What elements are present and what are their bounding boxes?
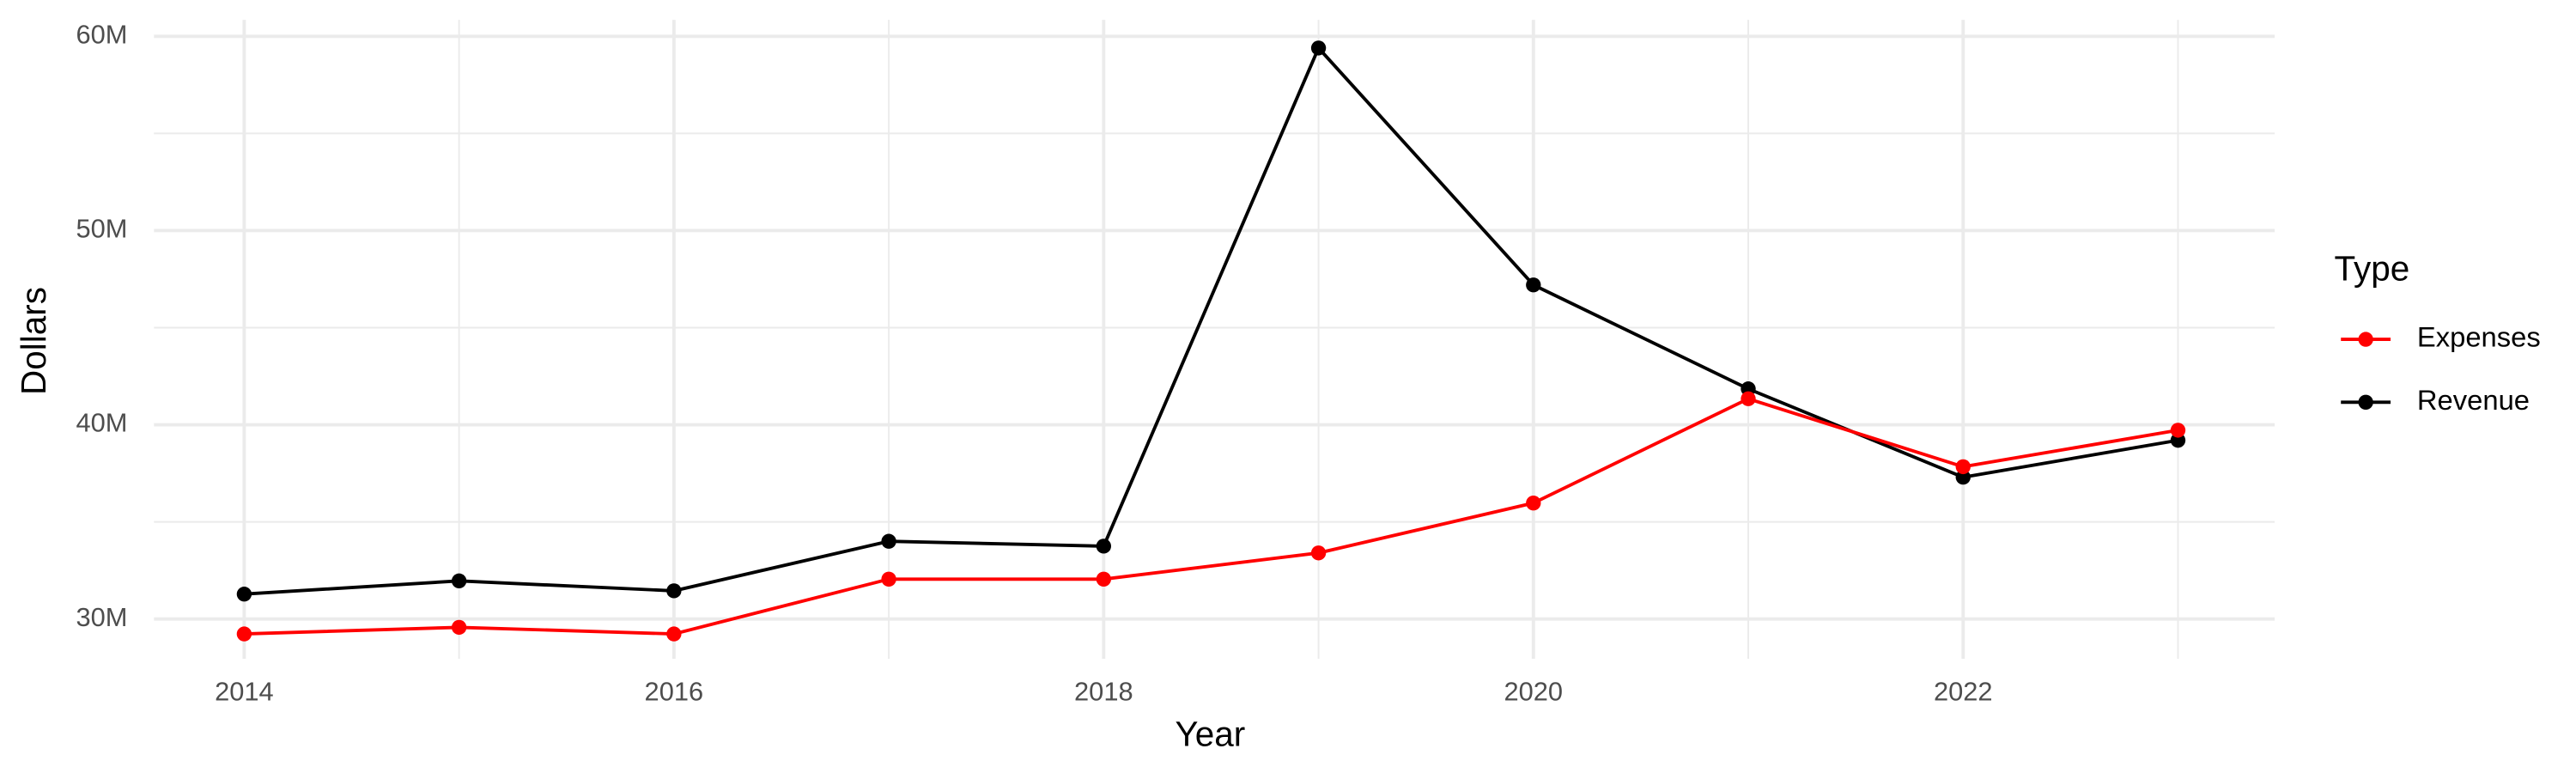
legend-label: Expenses — [2417, 321, 2541, 353]
x-tick-label: 2022 — [1934, 677, 1993, 707]
legend-label: Revenue — [2417, 384, 2530, 416]
data-point — [881, 533, 896, 549]
legend-title: Type — [2335, 249, 2410, 289]
data-point — [1955, 469, 1971, 485]
y-tick-label: 30M — [76, 602, 127, 632]
data-point — [666, 626, 682, 642]
x-tick-label: 2020 — [1504, 677, 1563, 707]
data-point — [1310, 40, 1327, 56]
series-line — [244, 397, 2178, 636]
data-point — [236, 587, 252, 602]
data-point — [666, 583, 682, 599]
data-point — [1310, 545, 1327, 561]
y-tick-label: 60M — [76, 19, 127, 49]
data-point — [2170, 423, 2186, 438]
data-point — [881, 571, 896, 587]
x-tick-label: 2018 — [1074, 677, 1133, 707]
x-tick-label: 2016 — [645, 677, 704, 707]
legend-swatch-point — [2358, 332, 2373, 347]
data-point — [1955, 459, 1971, 475]
y-axis-title: Dollars — [14, 287, 53, 395]
x-tick-label: 2014 — [215, 677, 274, 707]
data-point — [1526, 496, 1541, 511]
data-point — [451, 619, 467, 636]
series-line — [244, 45, 2178, 596]
y-tick-label: 50M — [76, 214, 127, 244]
legend-swatch-point — [2358, 394, 2373, 410]
data-point — [1526, 277, 1541, 293]
x-axis-title: Year — [1175, 714, 1245, 753]
data-point — [1741, 391, 1756, 406]
data-point — [1096, 571, 1112, 587]
data-point — [236, 626, 252, 642]
data-point — [1096, 539, 1112, 554]
y-tick-label: 40M — [76, 408, 127, 438]
data-point — [451, 573, 467, 589]
